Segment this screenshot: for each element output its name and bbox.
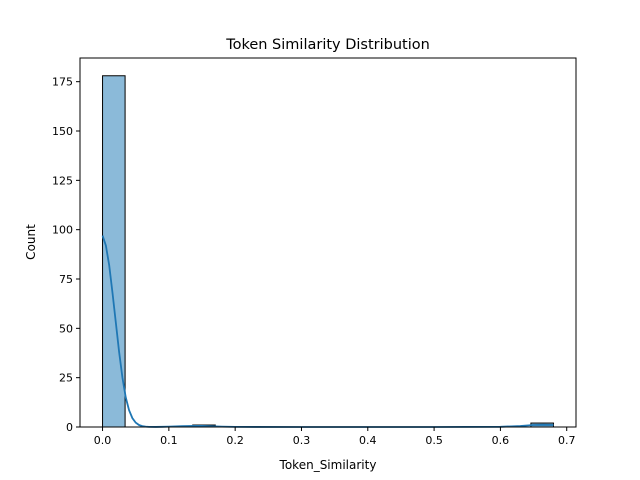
y-tick-label: 50 bbox=[59, 322, 73, 335]
x-tick-label: 0.6 bbox=[492, 434, 510, 447]
y-tick-label: 175 bbox=[52, 76, 73, 89]
x-tick-label: 0.0 bbox=[94, 434, 112, 447]
y-tick-label: 0 bbox=[66, 421, 73, 434]
plot-frame bbox=[79, 57, 577, 428]
y-axis-ticks: 0 25 50 75 100 125 150 175 bbox=[52, 76, 80, 434]
y-tick-label: 100 bbox=[52, 224, 73, 237]
y-axis-label: Count bbox=[24, 224, 38, 260]
x-tick-label: 0.2 bbox=[226, 434, 244, 447]
x-axis-ticks: 0.0 0.1 0.2 0.3 0.4 0.5 0.6 0.7 bbox=[94, 427, 576, 447]
kde-curve bbox=[101, 235, 554, 428]
x-tick-label: 0.4 bbox=[359, 434, 377, 447]
y-tick-label: 75 bbox=[59, 273, 73, 286]
x-axis-label: Token_Similarity bbox=[279, 458, 377, 472]
y-tick-label: 150 bbox=[52, 125, 73, 138]
x-tick-label: 0.7 bbox=[558, 434, 576, 447]
y-tick-label: 25 bbox=[59, 372, 73, 385]
chart-title: Token Similarity Distribution bbox=[225, 37, 430, 53]
x-tick-label: 0.1 bbox=[160, 434, 178, 447]
x-tick-label: 0.5 bbox=[425, 434, 443, 447]
bars-layer bbox=[102, 75, 554, 428]
x-tick-label: 0.3 bbox=[293, 434, 311, 447]
y-tick-label: 125 bbox=[52, 174, 73, 187]
